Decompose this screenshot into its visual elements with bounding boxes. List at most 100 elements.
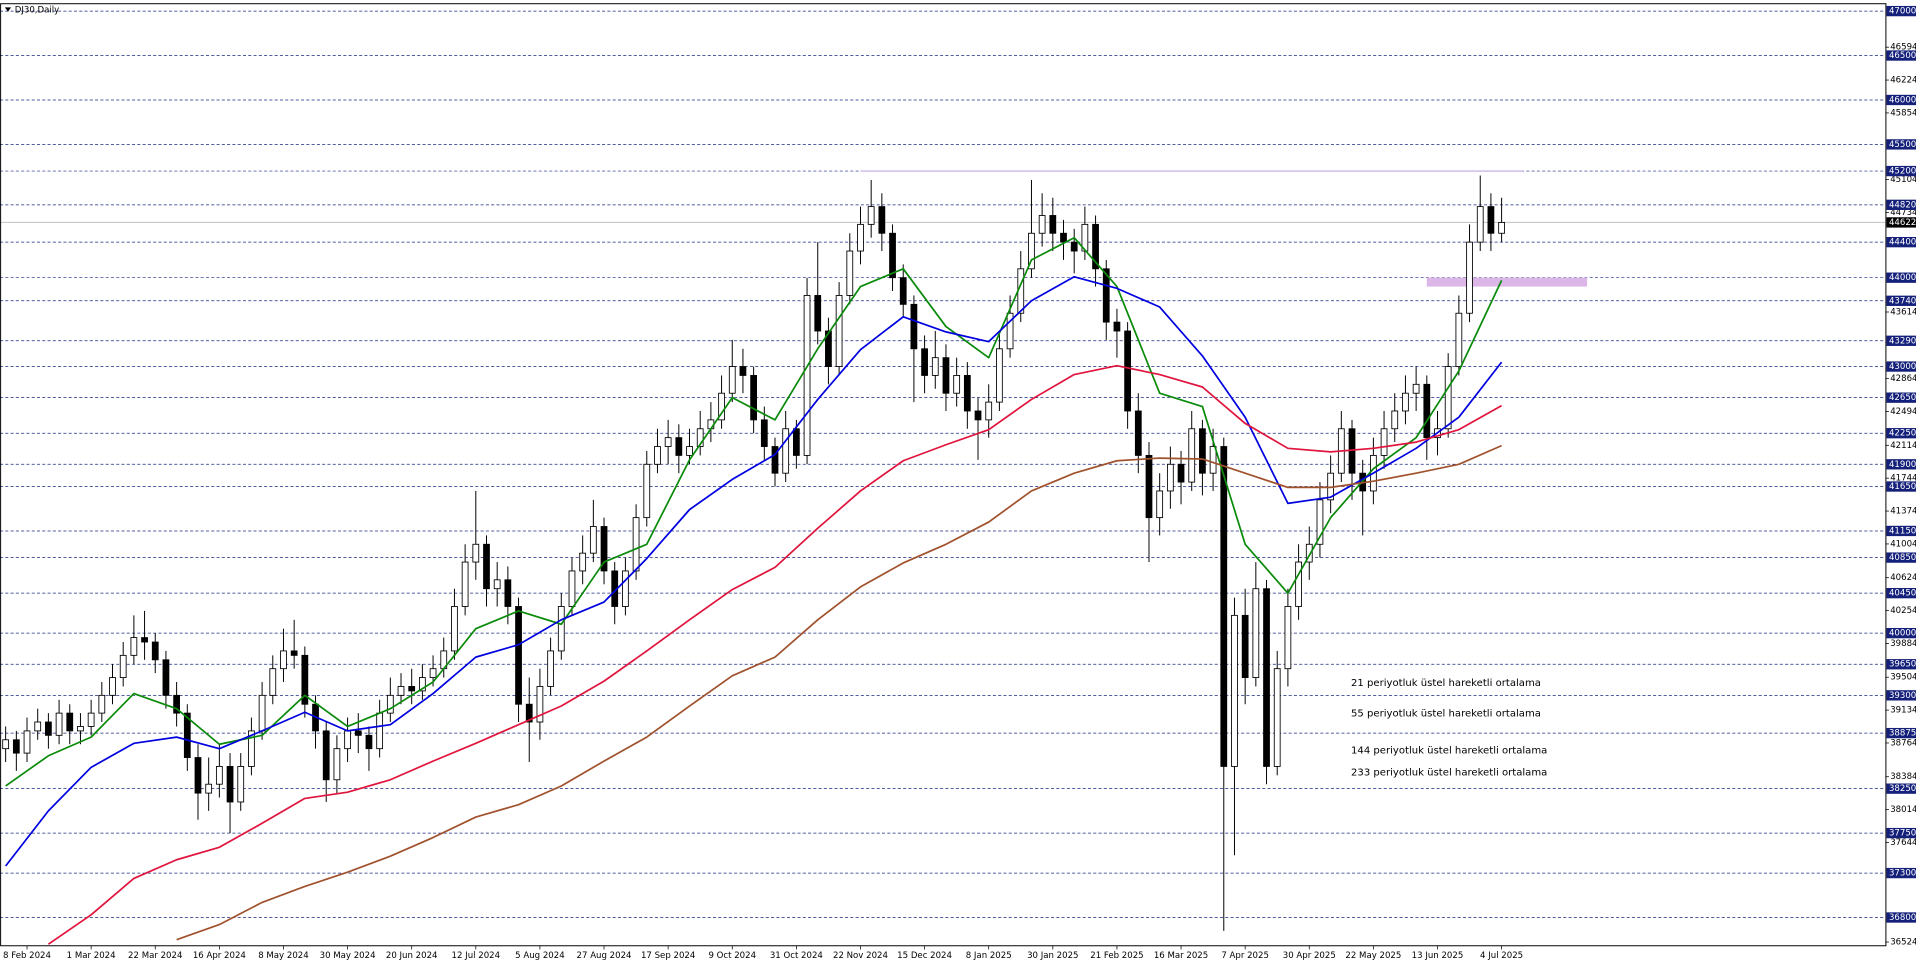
candle-body [162,659,170,696]
zone [1426,277,1588,287]
y-tick-label: 38384 [1890,772,1916,782]
level-label-bg [1886,139,1916,150]
candle-body [119,654,127,679]
candle-body [386,694,394,714]
candle-body [846,250,854,296]
x-tick-label: 31 Oct 2024 [770,951,823,961]
candle-body [1199,428,1206,474]
y-tick-label: 42114 [1890,441,1916,451]
candle-body [547,650,554,687]
candle-body [654,446,661,465]
candle-body [1060,232,1067,243]
candle-body [760,419,768,447]
candle-body [194,757,202,794]
candle-body [686,446,693,456]
candle-body [557,606,565,652]
y-tick-label: 39134 [1890,706,1916,716]
last-price-bg [1886,217,1916,228]
level-label: 44400 [1889,238,1916,248]
level-label-bg [1886,525,1916,537]
candle-body [1092,223,1099,270]
candle-body [87,712,95,727]
candle-body [1487,206,1495,234]
last-price-label: 44622 [1889,218,1916,228]
x-tick-label: 30 Jan 2025 [1027,951,1078,961]
legend-entry: 233 periyotluk üstel hareketli ortalama [1351,768,1547,779]
level-label: 39300 [1889,691,1916,701]
x-tick-label: 22 Mar 2024 [128,951,182,961]
candle-body [931,357,939,376]
candle-body [857,223,864,252]
y-tick-label: 46224 [1890,76,1916,86]
candle-body [344,730,351,750]
level-label-bg [1886,165,1916,177]
level-label: 41900 [1889,460,1916,470]
y-tick-label: 41004 [1890,539,1916,549]
candle-body [835,295,843,367]
candle-body [1444,366,1452,430]
candle-body [1295,561,1302,607]
x-tick-label: 30 May 2024 [320,951,376,961]
candle-body [258,694,266,732]
y-tick-label: 39884 [1890,639,1916,649]
level-label-bg [1886,659,1916,670]
x-tick-label: 13 Jun 2025 [1412,951,1464,961]
candle-body [333,748,341,781]
plot-border [0,3,1887,947]
y-tick-label: 42864 [1890,374,1916,384]
candle-body [1166,463,1174,492]
candle-body [173,694,180,714]
level-label: 44820 [1889,200,1916,210]
chart-title: DJ30,Daily [15,5,59,15]
candle-body [1209,446,1217,474]
candle-body [632,517,640,572]
candle-body [1263,588,1270,767]
y-tick-label: 36524 [1890,938,1916,948]
candle-body [34,721,42,732]
candle-body [579,552,587,572]
x-tick-label: 22 May 2025 [1345,951,1401,961]
level-label: 45500 [1889,140,1916,150]
y-tick-label: 44734 [1890,208,1916,218]
candle-body [664,437,672,447]
candle-body [1391,410,1399,430]
candle-body [215,766,223,785]
y-tick-label: 42494 [1890,407,1916,417]
legend-entry: 144 periyotluk üstel hareketli ortalama [1351,745,1547,756]
candle-body [1049,215,1057,234]
candle-body [269,668,277,696]
candle-body [515,606,522,705]
candle-body [782,428,790,474]
menu-icon[interactable] [4,7,12,12]
candle-body [718,392,725,421]
candle-body [451,606,458,652]
level-label: 46000 [1889,95,1916,105]
x-tick-label: 9 Oct 2024 [708,951,756,961]
level-label: 46500 [1889,51,1916,61]
level-label-bg [1886,481,1916,492]
level-label: 40000 [1889,629,1916,639]
candle-body [696,428,704,447]
x-tick-label: 30 Apr 2025 [1283,951,1336,961]
y-tick-label: 43614 [1890,307,1916,317]
candle-body [429,668,437,679]
candle-body [1476,206,1484,243]
candle-body [899,277,907,305]
candle-body [248,730,255,767]
candle-body [1412,383,1420,394]
candle-body [622,570,629,607]
level-label-bg [1886,5,1916,17]
x-tick-label: 27 Aug 2024 [577,951,632,961]
candle-body [1402,392,1409,412]
candle-body [1455,312,1463,367]
candle-body [1284,606,1292,670]
candle-body [1006,312,1014,350]
candle-body [397,686,405,696]
axes: 46594 46224 45854 45104 44734 43614 42864 42494… [3,5,1916,961]
y-tick-label: 46594 [1890,43,1916,53]
candle-body [589,526,597,554]
candle-body [1252,588,1260,679]
candle-body [130,637,138,656]
candle-body [12,739,20,754]
level-label-bg [1886,690,1916,701]
